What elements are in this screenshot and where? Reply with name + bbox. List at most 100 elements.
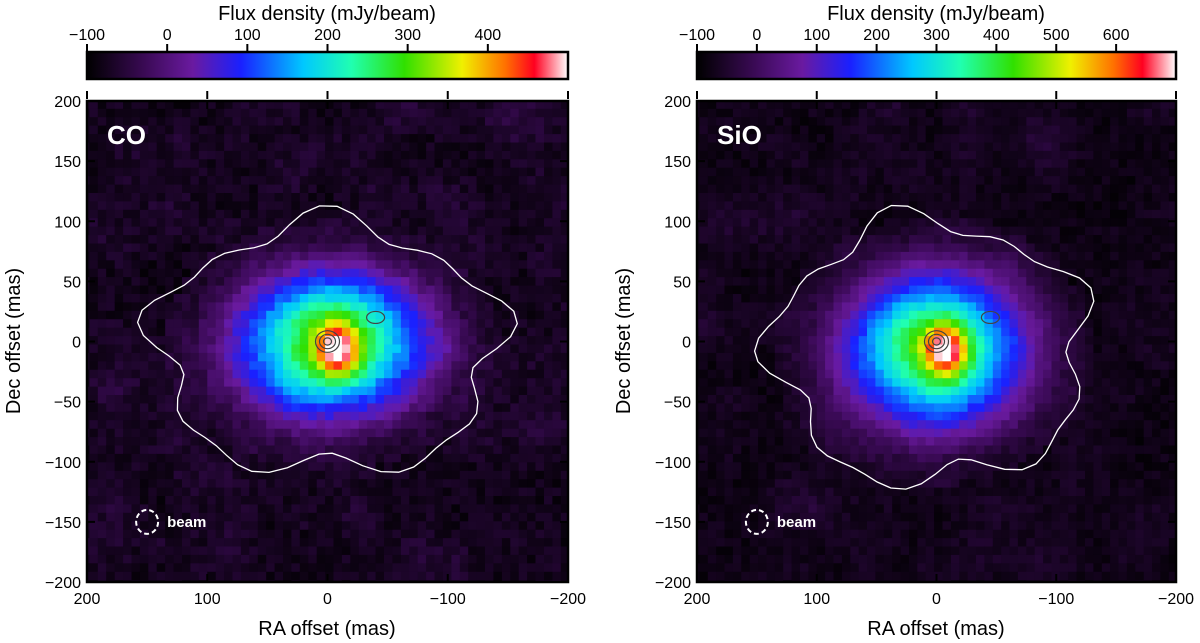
image-pixel	[858, 226, 868, 236]
image-pixel	[400, 478, 410, 488]
image-pixel	[527, 293, 537, 303]
image-pixel	[434, 276, 444, 286]
image-pixel	[198, 116, 208, 126]
image-pixel	[89, 251, 99, 261]
image-pixel	[325, 327, 335, 337]
image-pixel	[825, 259, 835, 269]
image-pixel	[535, 571, 545, 581]
image-pixel	[367, 158, 377, 168]
image-pixel	[791, 158, 801, 168]
image-pixel	[699, 293, 709, 303]
image-pixel	[358, 529, 368, 539]
image-pixel	[257, 343, 267, 353]
image-pixel	[833, 192, 843, 202]
image-pixel	[97, 394, 107, 404]
image-pixel	[123, 554, 133, 564]
image-pixel	[707, 310, 717, 320]
image-pixel	[560, 571, 568, 581]
image-pixel	[249, 503, 259, 513]
image-pixel	[858, 369, 868, 379]
image-pixel	[468, 293, 478, 303]
image-pixel	[123, 200, 133, 210]
image-pixel	[87, 251, 90, 261]
image-pixel	[333, 352, 343, 362]
image-pixel	[442, 209, 452, 219]
image-pixel	[552, 327, 562, 337]
image-pixel	[240, 571, 250, 581]
image-pixel	[207, 108, 217, 118]
image-pixel	[544, 276, 553, 286]
image-pixel	[510, 571, 520, 581]
image-pixel	[833, 487, 843, 496]
image-pixel	[417, 470, 427, 480]
image-pixel	[257, 436, 267, 446]
image-pixel	[707, 158, 717, 168]
image-pixel	[732, 251, 742, 261]
image-pixel	[749, 200, 759, 210]
image-pixel	[766, 453, 776, 463]
image-pixel	[106, 108, 116, 118]
image-pixel	[749, 478, 759, 488]
emission-map: beam	[697, 101, 1176, 582]
image-pixel	[182, 101, 191, 109]
image-pixel	[106, 411, 116, 421]
image-pixel	[766, 394, 776, 404]
image-pixel	[850, 470, 860, 480]
image-pixel	[841, 234, 851, 244]
image-pixel	[249, 377, 259, 387]
image-pixel	[97, 167, 107, 177]
image-pixel	[774, 461, 784, 471]
image-pixel	[232, 453, 242, 463]
image-pixel	[808, 411, 818, 421]
image-pixel	[400, 285, 410, 294]
image-pixel	[131, 184, 141, 193]
image-pixel	[697, 369, 700, 379]
image-pixel	[451, 318, 461, 328]
image-pixel	[257, 386, 267, 395]
image-pixel	[367, 125, 377, 135]
image-pixel	[274, 101, 284, 109]
image-pixel	[476, 184, 486, 193]
image-pixel	[156, 470, 166, 480]
image-pixel	[367, 276, 377, 286]
image-pixel	[106, 495, 116, 505]
image-pixel	[527, 512, 537, 522]
image-pixel	[749, 167, 759, 177]
image-pixel	[308, 259, 318, 269]
y-tick-label: −150	[45, 515, 81, 532]
image-pixel	[825, 537, 835, 547]
image-pixel	[766, 529, 776, 539]
image-pixel	[476, 461, 486, 471]
image-pixel	[114, 276, 124, 286]
image-pixel	[485, 158, 494, 168]
image-pixel	[215, 377, 225, 387]
image-pixel	[875, 285, 885, 294]
image-pixel	[442, 512, 452, 522]
image-pixel	[89, 562, 99, 572]
image-pixel	[510, 259, 520, 269]
image-pixel	[232, 217, 242, 227]
image-pixel	[833, 167, 843, 177]
image-pixel	[544, 571, 553, 581]
image-pixel	[774, 301, 784, 311]
image-pixel	[232, 529, 242, 539]
image-pixel	[451, 453, 461, 463]
image-pixel	[808, 545, 818, 555]
image-pixel	[535, 512, 545, 522]
image-pixel	[274, 554, 284, 564]
image-pixel	[544, 343, 553, 353]
image-pixel	[875, 251, 885, 261]
image-pixel	[123, 327, 133, 337]
image-pixel	[434, 101, 444, 109]
image-pixel	[400, 402, 410, 412]
image-pixel	[825, 226, 835, 236]
image-pixel	[249, 512, 259, 522]
image-pixel	[156, 108, 166, 118]
image-pixel	[485, 369, 494, 379]
image-pixel	[240, 209, 250, 219]
image-pixel	[560, 537, 568, 547]
image-pixel	[106, 285, 116, 294]
image-pixel	[724, 310, 734, 320]
image-pixel	[825, 419, 835, 429]
image-pixel	[240, 562, 250, 572]
